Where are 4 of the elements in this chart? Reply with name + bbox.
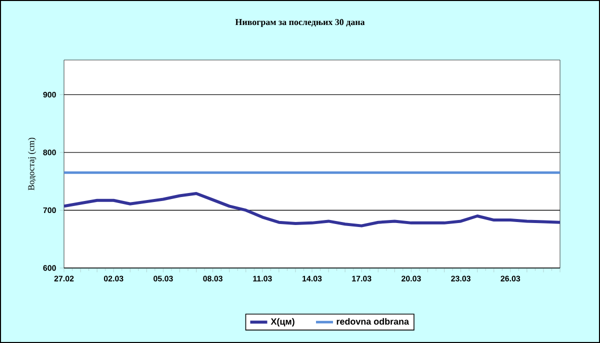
- legend-label: X(цм): [270, 318, 294, 326]
- chart-title: Нивограм за последњих 30 дана: [235, 19, 365, 27]
- y-axis-title: Водостај (cm): [28, 138, 36, 190]
- legend-label: redovna odbrana: [336, 318, 410, 325]
